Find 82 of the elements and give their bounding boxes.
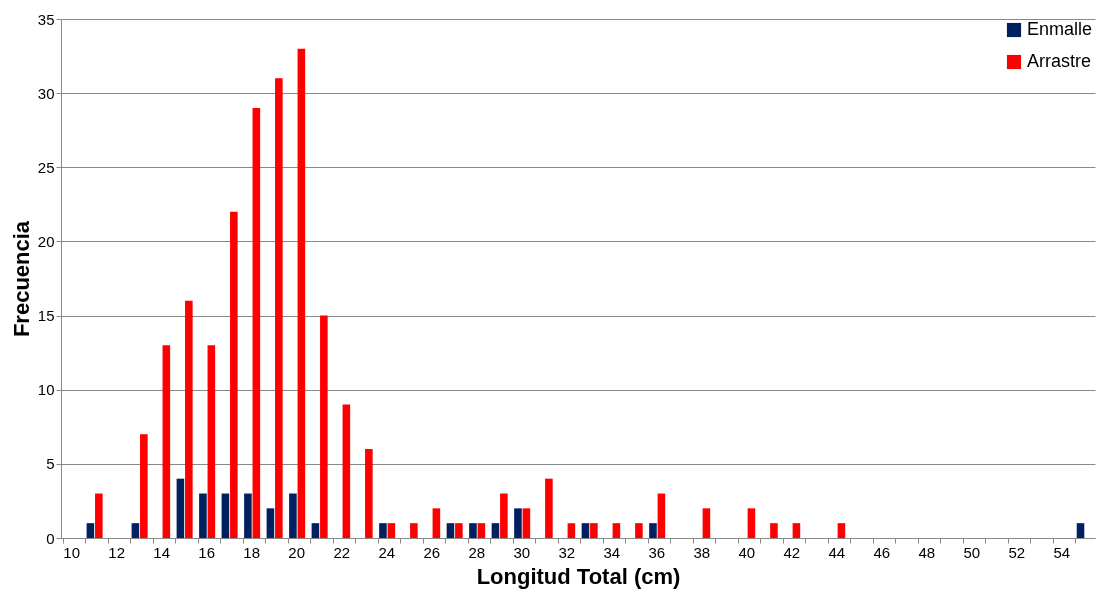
x-tick-label: 14 (153, 543, 171, 561)
bar (320, 315, 328, 538)
x-tick-label: 22 (333, 543, 351, 561)
bar (252, 107, 261, 538)
y-axis-title: Frecuencia (8, 220, 34, 338)
bar (86, 523, 95, 538)
x-tick-label: 48 (918, 543, 936, 561)
bar (522, 508, 531, 538)
bar (469, 523, 477, 538)
x-tick-label: 32 (558, 543, 576, 561)
bar (514, 508, 522, 538)
x-axis-title: Longitud Total (cm) (476, 563, 681, 589)
bar (590, 523, 598, 538)
x-tick-label: 10 (63, 543, 81, 561)
bar (230, 211, 238, 538)
x-tick-label: 42 (783, 543, 801, 561)
x-tick-label: 40 (738, 543, 756, 561)
bar (162, 345, 171, 538)
bar (221, 493, 230, 538)
y-tick-label: 25 (37, 158, 55, 176)
x-tick-label: 44 (828, 543, 846, 561)
x-tick-label: 12 (108, 543, 126, 561)
bar (491, 523, 500, 538)
bar (342, 404, 351, 538)
x-tick-label: 52 (1008, 543, 1026, 561)
bar (792, 523, 801, 538)
bar (275, 78, 283, 538)
y-tick-label: 0 (46, 529, 55, 547)
bar (365, 449, 373, 538)
bar (95, 493, 103, 538)
bar (266, 508, 275, 538)
bar (1076, 523, 1085, 538)
y-tick-label: 20 (37, 232, 55, 250)
bar (207, 345, 216, 538)
bar (635, 523, 643, 538)
bar (649, 523, 657, 538)
x-tick-label: 46 (873, 543, 891, 561)
bar (311, 523, 320, 538)
bar (379, 523, 387, 538)
bar (297, 48, 306, 538)
x-tick-label: 20 (288, 543, 306, 561)
bar (747, 508, 756, 538)
bar (446, 523, 455, 538)
y-tick-label: 15 (37, 307, 55, 325)
bar (770, 523, 778, 538)
x-tick-label: 50 (963, 543, 981, 561)
y-tick-label: 30 (37, 84, 55, 102)
x-tick-label: 24 (378, 543, 396, 561)
x-tick-label: 26 (423, 543, 441, 561)
x-tick-label: 36 (648, 543, 666, 561)
bar (387, 523, 396, 538)
y-tick-label: 35 (37, 10, 55, 28)
x-tick-label: 18 (243, 543, 261, 561)
legend-label: Enmalle (1027, 19, 1093, 39)
bar (837, 523, 846, 538)
bar (702, 508, 711, 538)
bar (545, 478, 553, 538)
legend-label: Arrastre (1027, 51, 1092, 71)
bar (244, 493, 252, 538)
y-tick-label: 5 (46, 455, 55, 473)
bar (500, 493, 508, 538)
x-tick-label: 16 (198, 543, 216, 561)
bar (432, 508, 441, 538)
y-tick-label: 10 (37, 381, 55, 399)
x-tick-label: 30 (513, 543, 531, 561)
bar (410, 523, 418, 538)
x-tick-label: 28 (468, 543, 486, 561)
x-tick-label: 38 (693, 543, 711, 561)
x-tick-label: 54 (1053, 543, 1071, 561)
bar (199, 493, 207, 538)
bar (477, 523, 486, 538)
bar (289, 493, 297, 538)
bar (176, 478, 185, 538)
x-tick-label: 34 (603, 543, 621, 561)
bar (567, 523, 576, 538)
bar (140, 434, 148, 538)
bar (185, 300, 193, 538)
bar (657, 493, 666, 538)
bar (131, 523, 140, 538)
bar (455, 523, 463, 538)
bar (612, 523, 621, 538)
bar (581, 523, 590, 538)
